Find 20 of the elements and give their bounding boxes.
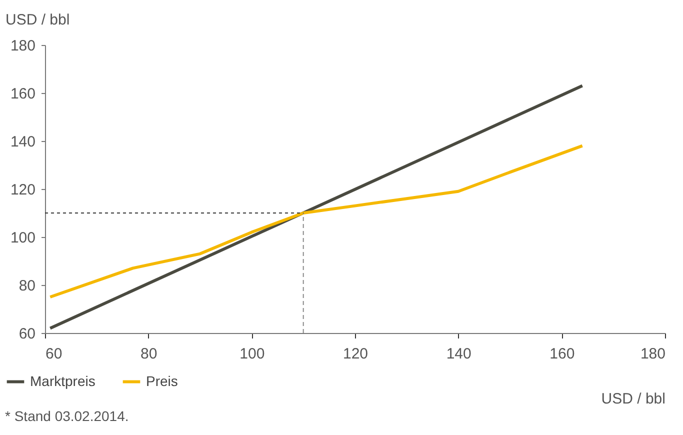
text: * Stand 03.02.2014.: [5, 408, 129, 424]
y-tick-label: 80: [18, 278, 36, 294]
legend-label: Preis: [146, 372, 178, 389]
x-tick-label: 80: [140, 346, 158, 362]
x-tick-label: 160: [550, 346, 575, 362]
x-tick-label: 60: [46, 346, 62, 362]
y-tick-label: 160: [10, 86, 36, 102]
y-tick-label: 180: [10, 38, 36, 54]
line-series: [48, 144, 584, 298]
legend-label: Marktpreis: [30, 372, 96, 389]
y-axis-title: USD / bbl: [6, 12, 70, 28]
x-tick-label: 140: [446, 346, 472, 362]
y-tick-label: 60: [18, 326, 36, 342]
y-tick-label: 140: [10, 134, 36, 150]
x-tick-label: 120: [342, 346, 368, 362]
y-tick-label: 100: [10, 230, 36, 246]
x-tick-label: 180: [640, 346, 666, 362]
y-tick-label: 120: [10, 182, 36, 198]
x-axis-title: USD / bbl: [601, 390, 666, 408]
x-tick-label: 100: [240, 346, 265, 362]
